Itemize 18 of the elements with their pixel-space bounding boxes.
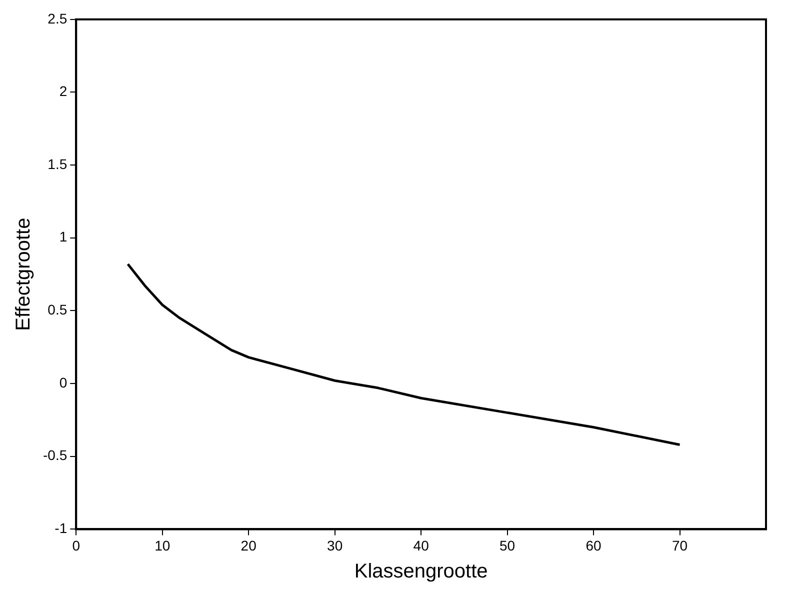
- y-tick-label: 2: [59, 83, 68, 100]
- y-tick-label: -0.5: [43, 447, 68, 464]
- x-tick-label: 20: [240, 537, 257, 554]
- y-tick-label: 1.5: [48, 156, 68, 172]
- y-tick-label: 0: [59, 374, 68, 390]
- y-tick-label: -1: [54, 520, 68, 536]
- x-tick-label: 30: [327, 537, 343, 554]
- x-tick-label: 70: [672, 537, 688, 554]
- x-tick-label: 40: [413, 537, 430, 554]
- x-tick-label: 0: [72, 537, 80, 554]
- y-axis-title: Effectgrootte: [12, 218, 35, 331]
- y-tick-label: 1: [59, 228, 68, 245]
- x-tick-label: 10: [154, 537, 170, 554]
- x-axis-title: Klassengrootte: [354, 560, 488, 583]
- y-tick-label: 0.5: [48, 302, 68, 318]
- y-tick-label: 2.5: [48, 10, 68, 26]
- x-tick-label: 60: [586, 537, 602, 554]
- x-tick-label: 50: [500, 537, 516, 554]
